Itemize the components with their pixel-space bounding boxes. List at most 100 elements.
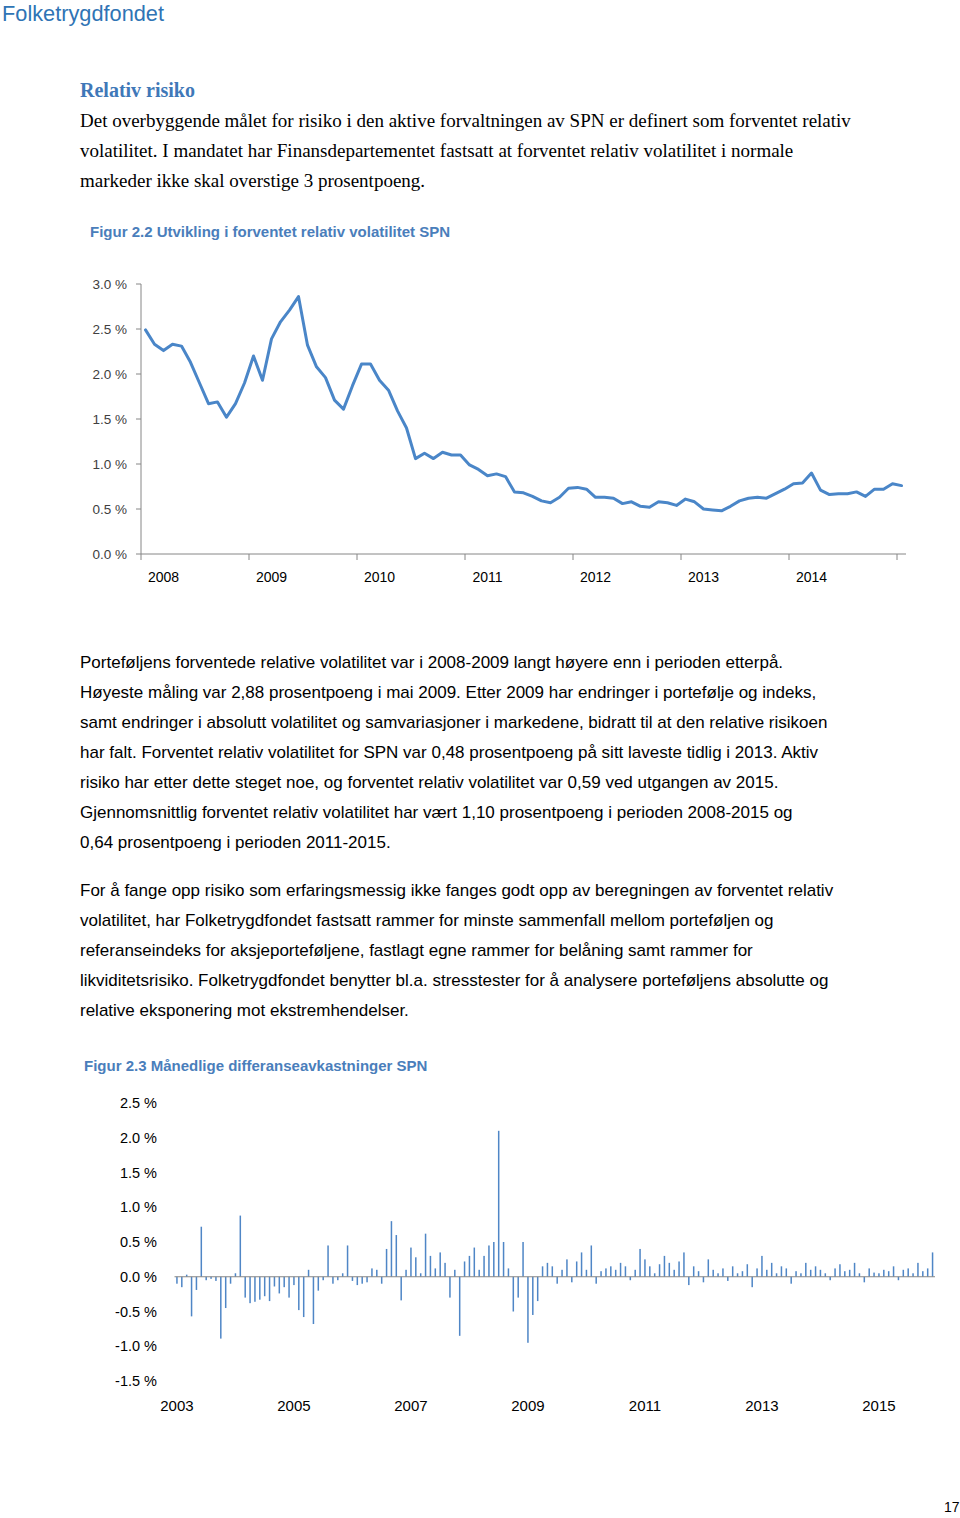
bar	[708, 1259, 710, 1276]
bar	[513, 1277, 515, 1312]
y-tick-label: 2.5 %	[92, 322, 127, 337]
x-tick-label: 2014	[796, 569, 827, 585]
x-tick-label: 2011	[629, 1397, 661, 1414]
bar	[191, 1277, 193, 1317]
y-tick-label: 1.5 %	[92, 412, 127, 427]
bar	[922, 1271, 924, 1277]
bar	[849, 1270, 851, 1277]
bar	[176, 1277, 178, 1284]
bar	[288, 1277, 290, 1298]
bar	[430, 1256, 432, 1277]
bar	[547, 1263, 549, 1277]
bar	[391, 1221, 393, 1277]
bar	[347, 1245, 349, 1276]
bar	[898, 1277, 900, 1280]
page-number: 17	[944, 1499, 960, 1515]
bar	[717, 1273, 719, 1276]
logo: Folketrygdfondet	[2, 1, 164, 26]
bar	[488, 1245, 490, 1276]
x-tick-label: 2013	[745, 1397, 778, 1414]
bar	[795, 1271, 797, 1277]
bar	[634, 1270, 636, 1277]
y-tick	[136, 284, 141, 285]
bar	[639, 1249, 641, 1277]
bar	[737, 1273, 739, 1276]
bar	[800, 1273, 802, 1276]
bar	[552, 1266, 554, 1276]
bar	[274, 1277, 276, 1287]
bar	[761, 1256, 763, 1277]
x-tick-label: 2009	[511, 1397, 544, 1414]
bar	[420, 1273, 422, 1276]
body-text: volatilitet, har Folketrygdfondet fastsa…	[80, 911, 774, 930]
bar	[474, 1248, 476, 1277]
heading: Relativ risiko	[80, 79, 195, 101]
bar	[932, 1252, 934, 1276]
bar	[820, 1270, 822, 1277]
body-text: markeder ikke skal overstige 3 prosentpo…	[80, 170, 425, 191]
bar	[439, 1252, 441, 1276]
page: FolketrygdfondetRelativ risikoDet overby…	[0, 0, 960, 1518]
bar	[654, 1273, 656, 1276]
bar	[732, 1266, 734, 1276]
y-tick-label: 1.0 %	[120, 1199, 157, 1215]
body-text: For å fange opp risiko som erfaringsmess…	[80, 881, 834, 900]
bar	[610, 1266, 612, 1276]
y-tick-label: -0.5 %	[115, 1304, 157, 1320]
bar	[566, 1259, 568, 1276]
x-tick-label: 2008	[148, 569, 179, 585]
bar	[483, 1256, 485, 1277]
y-tick	[136, 329, 141, 330]
bar	[205, 1277, 207, 1280]
bar	[225, 1277, 227, 1308]
body-text: referanseindeks for aksjeporteføljene, f…	[80, 941, 753, 960]
x-tick-label: 2011	[472, 569, 502, 585]
bar	[322, 1277, 324, 1280]
bar	[722, 1268, 724, 1276]
x-tick	[573, 554, 574, 560]
bar	[786, 1268, 788, 1276]
bar	[449, 1277, 451, 1298]
x-axis	[141, 554, 906, 555]
bar	[532, 1277, 534, 1315]
bar	[688, 1277, 690, 1285]
x-tick-label: 2003	[160, 1397, 193, 1414]
bar	[625, 1266, 627, 1276]
bar	[903, 1270, 905, 1277]
bar	[337, 1277, 339, 1280]
bar	[249, 1277, 251, 1303]
x-tick	[249, 554, 250, 560]
bar	[498, 1131, 500, 1277]
chart-title: Figur 2.3 Månedlige differanseavkastning…	[84, 1057, 427, 1074]
bar	[396, 1235, 398, 1277]
bar	[810, 1270, 812, 1277]
body-text: volatilitet. I mandatet har Finansdepart…	[80, 140, 793, 161]
bar	[756, 1268, 758, 1276]
bar	[659, 1264, 661, 1277]
bar	[342, 1273, 344, 1276]
chart-title: Figur 2.2 Utvikling i forventet relativ …	[90, 223, 450, 240]
bar	[742, 1271, 744, 1277]
y-tick-label: 2.0 %	[120, 1130, 157, 1146]
bar	[376, 1270, 378, 1277]
bar	[215, 1277, 217, 1281]
bar	[766, 1270, 768, 1277]
bar	[747, 1264, 749, 1277]
bar	[649, 1266, 651, 1276]
y-tick	[136, 464, 141, 465]
body-text: relative eksponering mot ekstremhendelse…	[80, 1001, 409, 1020]
x-tick	[465, 554, 466, 560]
bar	[781, 1266, 783, 1276]
bar	[873, 1273, 875, 1277]
x-tick	[357, 554, 358, 560]
bar	[386, 1249, 388, 1277]
bar	[591, 1245, 593, 1276]
bar	[893, 1266, 895, 1276]
bar	[673, 1270, 675, 1277]
bar	[678, 1261, 680, 1276]
y-tick-label: 2.0 %	[92, 367, 127, 382]
bar	[839, 1264, 841, 1277]
bar	[615, 1270, 617, 1277]
bar	[542, 1266, 544, 1276]
body-text: 0,64 prosentpoeng i perioden 2011-2015.	[80, 833, 391, 852]
